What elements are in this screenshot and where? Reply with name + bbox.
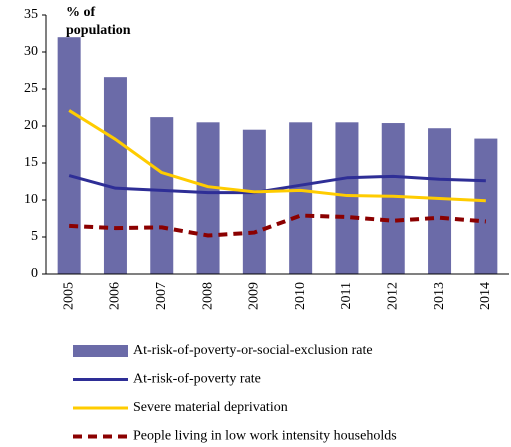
bar bbox=[196, 122, 220, 274]
y-tick-label: 30 bbox=[24, 44, 38, 59]
y-tick-label: 0 bbox=[31, 266, 38, 281]
legend-label: Severe material deprivation bbox=[133, 400, 288, 415]
bar bbox=[103, 77, 127, 274]
bar bbox=[57, 37, 81, 275]
bar bbox=[289, 122, 313, 274]
line bbox=[68, 109, 486, 203]
bar bbox=[335, 122, 359, 274]
y-axis-label: % of population bbox=[66, 5, 131, 38]
x-tick-label: 2009 bbox=[247, 282, 262, 310]
y-tick-label: 25 bbox=[24, 81, 38, 96]
bar bbox=[474, 138, 498, 274]
x-tick-label: 2010 bbox=[293, 282, 308, 310]
bar bbox=[428, 128, 452, 274]
y-tick-label: 15 bbox=[24, 155, 38, 170]
y-tick-label: 10 bbox=[24, 192, 38, 207]
x-tick-label: 2014 bbox=[478, 282, 493, 310]
y-tick-label: 5 bbox=[31, 229, 38, 244]
x-tick-label: 2008 bbox=[200, 282, 215, 310]
x-tick-label: 2005 bbox=[61, 282, 76, 310]
x-tick-label: 2012 bbox=[385, 282, 400, 310]
bar bbox=[242, 129, 266, 274]
legend-swatch bbox=[73, 345, 128, 357]
legend-label: People living in low work intensity hous… bbox=[133, 429, 397, 444]
x-tick-label: 2006 bbox=[108, 282, 123, 310]
y-tick-label: 35 bbox=[24, 7, 38, 22]
bar bbox=[381, 123, 405, 274]
legend-label: At-risk-of-poverty-or-social-exclusion r… bbox=[133, 343, 373, 358]
line bbox=[69, 213, 487, 238]
x-tick-label: 2013 bbox=[432, 282, 447, 310]
x-tick-label: 2007 bbox=[154, 282, 169, 310]
x-tick-label: 2011 bbox=[339, 282, 354, 309]
bar bbox=[150, 117, 174, 275]
y-tick-label: 20 bbox=[24, 118, 38, 133]
legend-label: At-risk-of-poverty rate bbox=[133, 372, 261, 387]
line bbox=[68, 174, 486, 195]
